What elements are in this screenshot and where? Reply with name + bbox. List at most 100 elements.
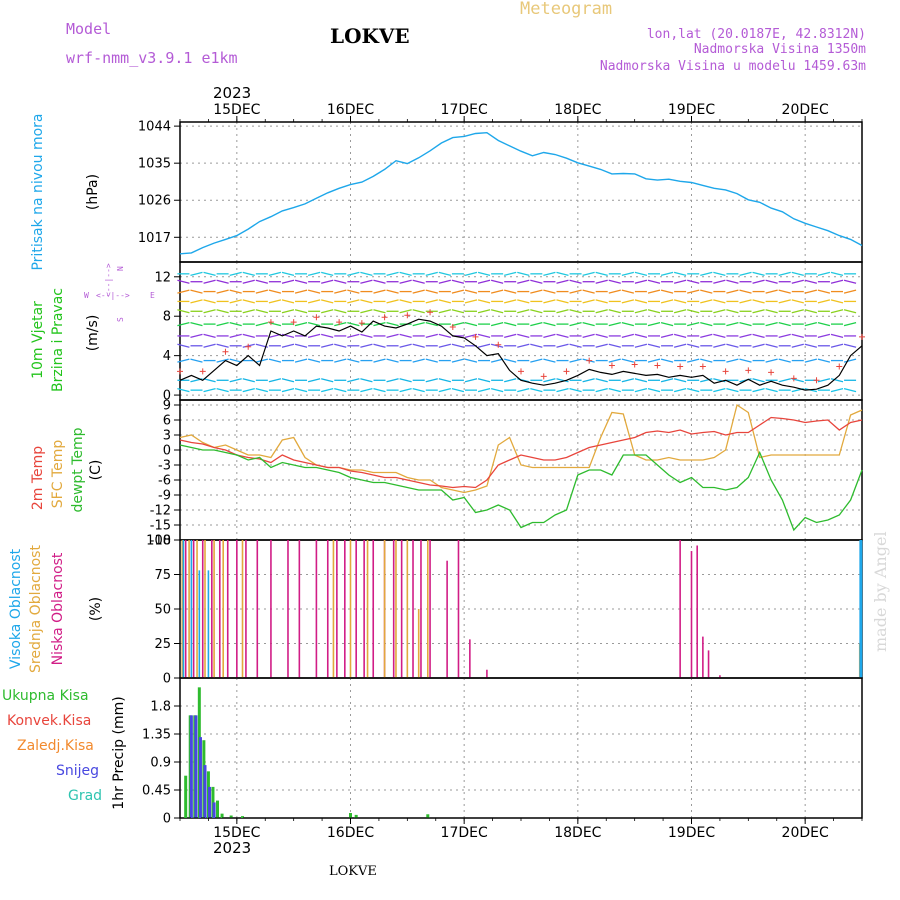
wind-marker (634, 333, 648, 339)
wind-marker (177, 343, 190, 348)
wind-marker (582, 271, 595, 276)
wind-marker (242, 343, 255, 348)
wind-marker (504, 321, 517, 327)
meteogram-title: Meteogram (520, 0, 612, 19)
wind-marker (307, 289, 321, 294)
x-tick-label-bottom: 15DEC (213, 825, 260, 841)
wind-marker (830, 378, 844, 383)
wind-marker (569, 309, 582, 314)
year-bottom: 2023 (213, 839, 251, 857)
cloud-panel: 0 25 50 75 100 (146, 534, 863, 687)
wind-marker (268, 299, 282, 304)
precip-bar (241, 816, 245, 818)
wind-marker (321, 309, 334, 314)
wind-marker (477, 299, 491, 304)
wind-gust-marker (768, 369, 775, 376)
wind-marker (464, 321, 478, 327)
wind-marker (765, 279, 778, 284)
wind-marker (713, 299, 726, 304)
wind-marker (386, 271, 399, 276)
y-tick-label: -15 (150, 519, 171, 534)
wind-marker (504, 378, 517, 383)
wind-marker (817, 289, 831, 294)
wind-marker (438, 343, 452, 348)
wind-marker (752, 279, 765, 284)
y-tick-label: 0 (163, 444, 171, 459)
wind-marker (700, 299, 713, 304)
y-tick-label: 1.35 (142, 728, 171, 743)
wind-marker (399, 388, 412, 393)
wind-marker (504, 333, 517, 339)
wind-marker (595, 333, 608, 339)
wind-marker (556, 333, 569, 339)
wind-marker (530, 388, 543, 393)
wind-gust-marker (540, 373, 547, 380)
wind-marker (700, 321, 713, 327)
wind-marker (334, 321, 347, 327)
x-tick-label-top: 16DEC (327, 102, 374, 118)
station-title: LOKVE (330, 24, 410, 48)
y-tick-label: 6 (163, 414, 171, 429)
wind-marker (321, 378, 334, 383)
y-tick-label: -3 (158, 459, 171, 474)
wind-marker (451, 388, 465, 393)
watermark: made by Angel (871, 531, 890, 652)
y-tick-label: 0 (163, 389, 171, 404)
precip-bar (184, 775, 188, 818)
wind-marker (778, 289, 791, 294)
year-top: 2023 (213, 84, 251, 102)
wind-marker (660, 289, 674, 294)
wind-marker (608, 279, 621, 284)
wind-marker (307, 358, 321, 363)
wind-marker (334, 388, 347, 393)
x-tick-label-top: 19DEC (668, 102, 715, 118)
x-tick-label-bottom: 18DEC (554, 825, 601, 841)
x-tick-label-bottom: 19DEC (668, 825, 715, 841)
compass-north: N (116, 266, 125, 271)
wind-marker (687, 279, 700, 284)
compass-east: E (150, 291, 155, 300)
wind-marker (726, 321, 739, 327)
wind-marker (386, 289, 399, 294)
wind-marker (778, 333, 791, 339)
side-labels: N S W E <--|--><--|--> Pritisak na nivou mora… (2, 113, 155, 809)
wind-marker (255, 309, 268, 314)
wind-marker (281, 299, 295, 304)
wind-marker (360, 309, 373, 314)
precip-bar (216, 800, 220, 818)
wind-marker (817, 378, 831, 383)
wind-marker (412, 279, 425, 284)
wind-marker (386, 321, 399, 327)
wind-marker (281, 343, 295, 348)
precipitation-panel: 0 0.45 0.9 1.35 1.8 (142, 677, 863, 827)
wind-marker (634, 271, 648, 276)
wind-marker (713, 309, 726, 314)
wind-marker (451, 343, 465, 348)
wind-marker (791, 279, 804, 284)
wind-marker (830, 309, 844, 314)
wind-marker (373, 279, 386, 284)
wind-marker (700, 289, 713, 294)
wind-marker (569, 388, 582, 393)
wind-gust-marker (290, 319, 297, 326)
wind-marker (752, 309, 765, 314)
wind-marker (517, 271, 530, 276)
wind-gust-marker (358, 320, 365, 327)
wind-marker (608, 321, 621, 327)
y-tick-label: 0.45 (142, 784, 171, 799)
wind-marker (843, 343, 857, 348)
wind-marker (830, 333, 844, 339)
wind-marker (360, 378, 373, 383)
y-tick-label: 25 (154, 637, 171, 652)
wind-marker (687, 321, 700, 327)
wind-marker (621, 378, 635, 383)
time-axis: 15DEC 15DEC 16DEC 16DEC 17DEC 17DEC 18DEC 18DEC… (179, 102, 863, 841)
wind-marker (216, 321, 229, 327)
wind-marker (347, 378, 360, 383)
precip-bar (349, 813, 352, 818)
wind-marker (817, 299, 831, 304)
wind-marker (778, 358, 791, 363)
wind-marker (203, 388, 216, 393)
wind-marker (817, 321, 831, 327)
